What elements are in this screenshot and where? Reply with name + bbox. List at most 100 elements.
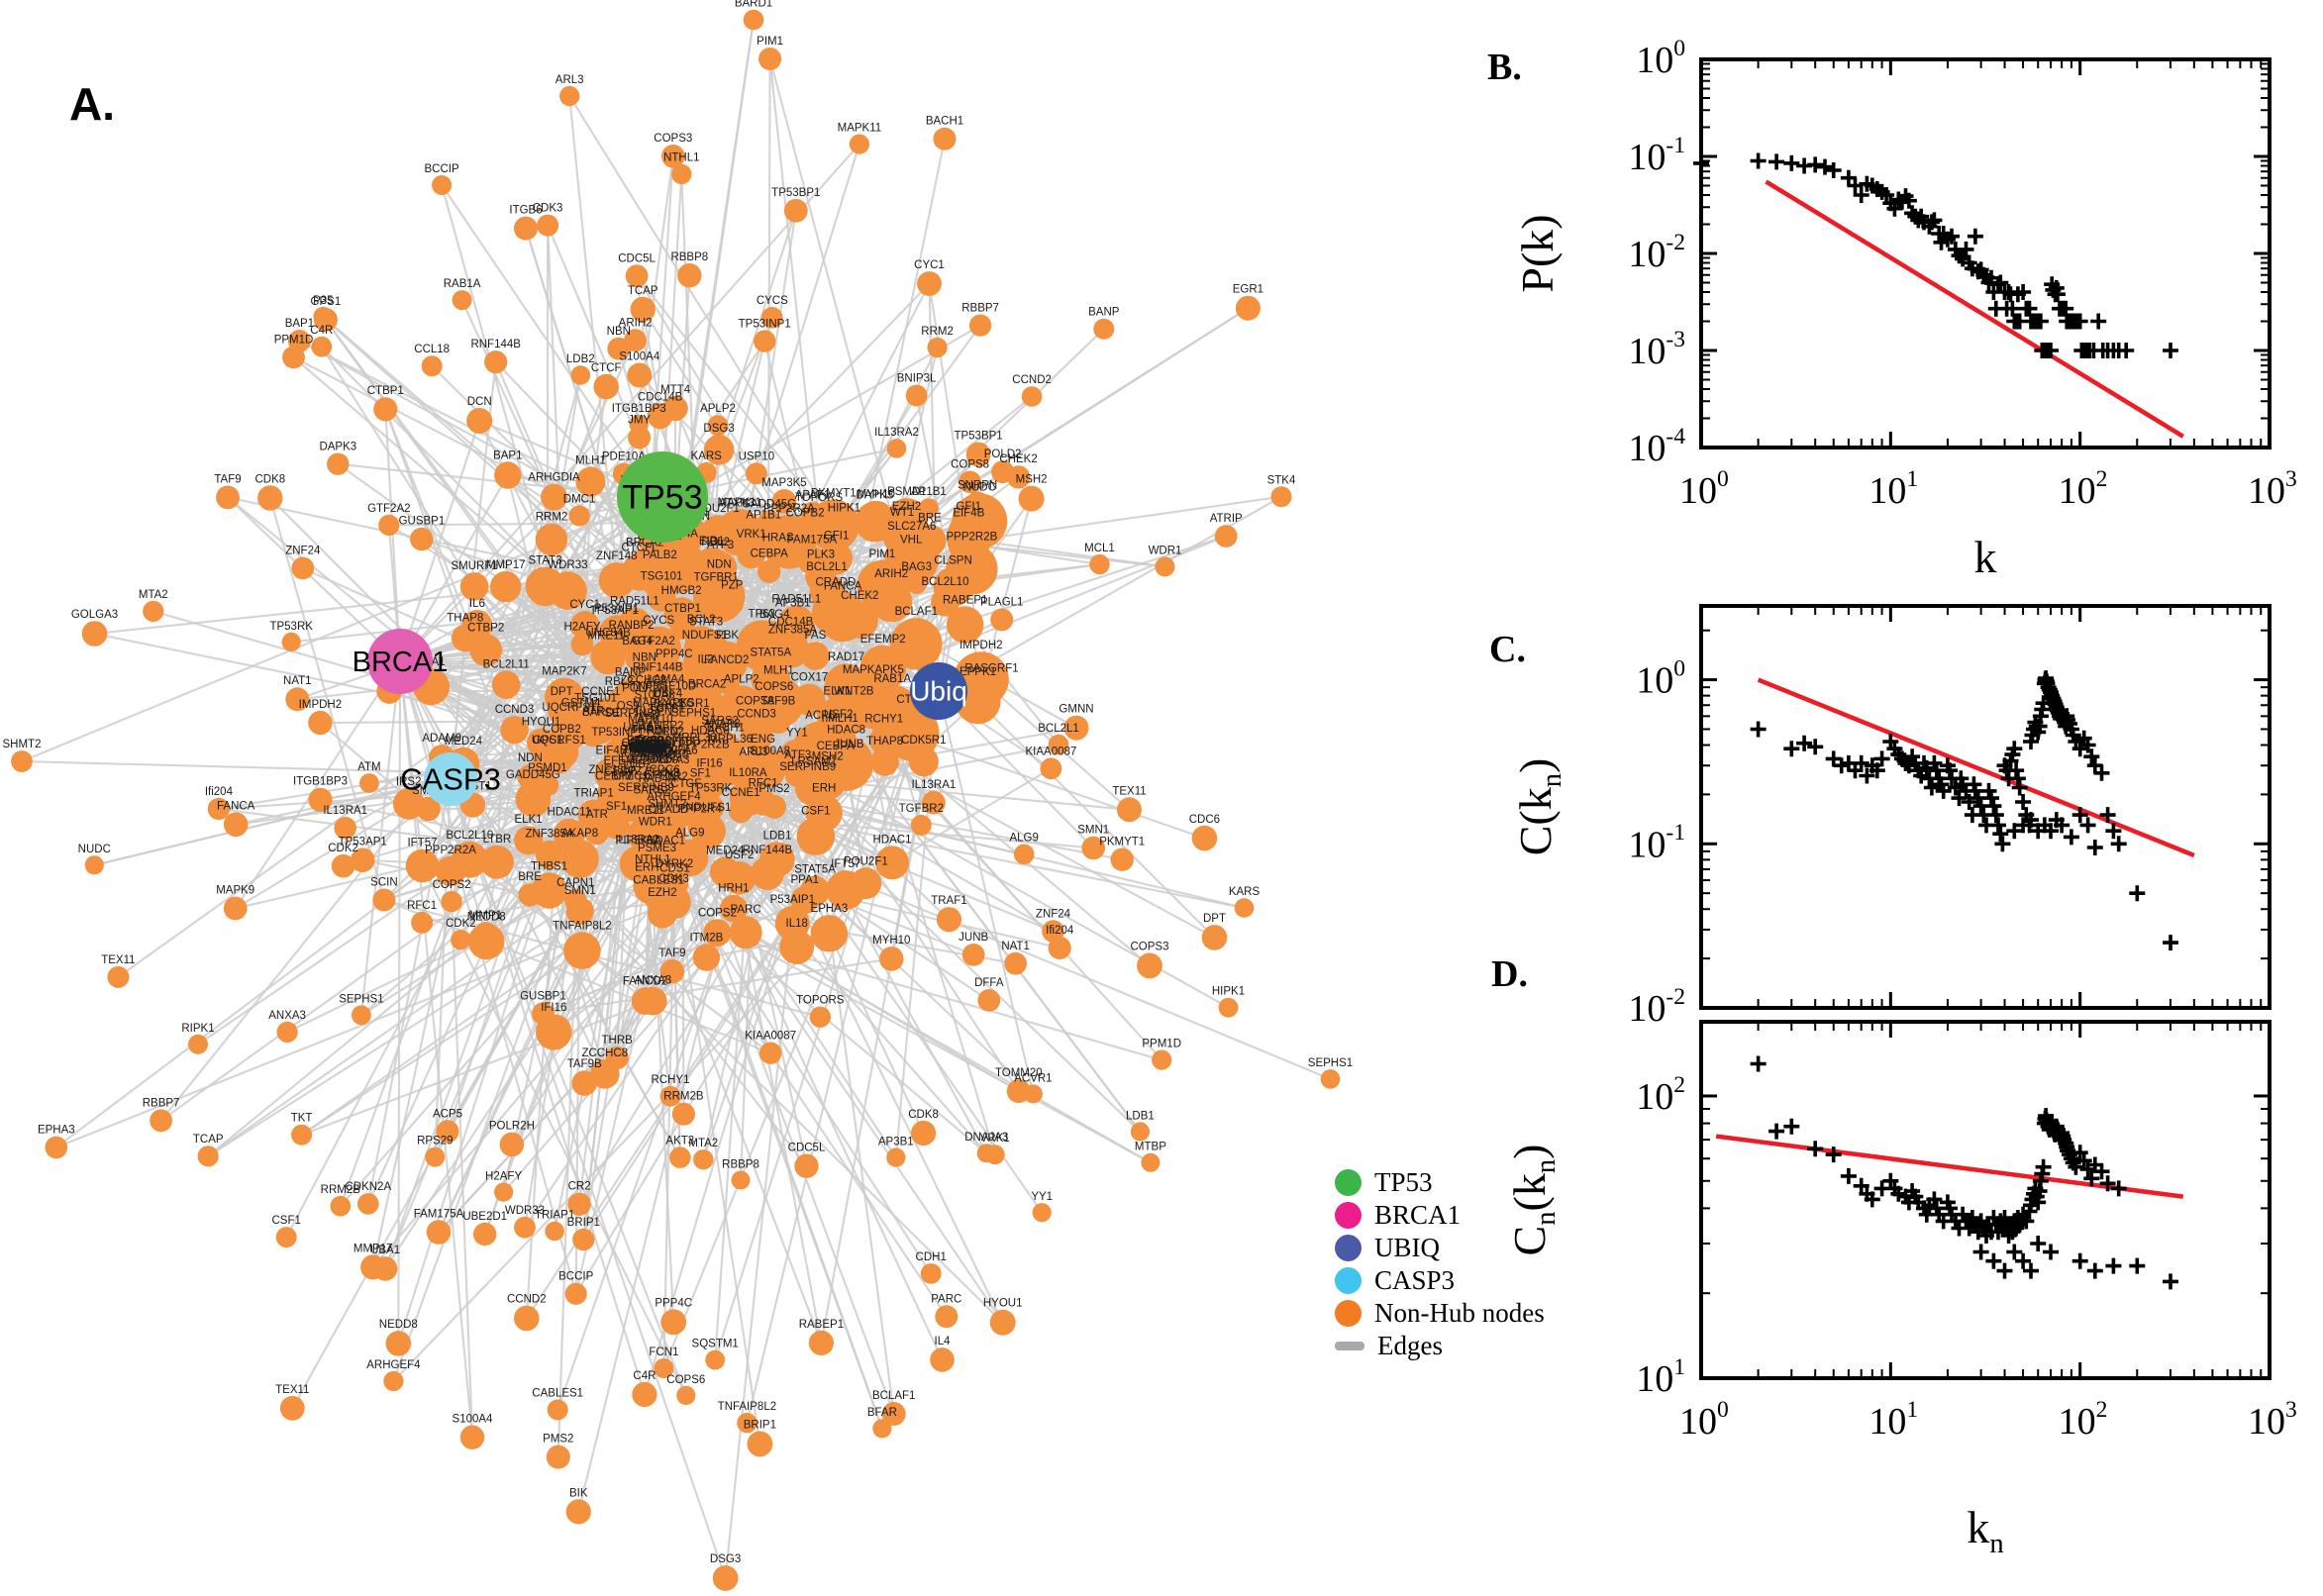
gene-label: MLH1	[575, 455, 606, 467]
non-hub-node	[896, 546, 927, 576]
non-hub-node	[758, 48, 782, 70]
gene-label: USF2	[824, 709, 853, 721]
non-hub-node	[352, 1005, 371, 1026]
axis-ticks	[1699, 1022, 2272, 1380]
gene-label: ACVR1	[1014, 1072, 1052, 1084]
non-hub-node	[383, 1370, 404, 1392]
gene-label: BCL2L10	[922, 576, 969, 588]
gene-label: TGFB2	[635, 736, 671, 748]
non-hub-node	[570, 611, 600, 641]
non-hub-node	[991, 460, 1015, 484]
non-hub-node	[807, 499, 859, 551]
non-hub-node	[638, 986, 667, 1016]
gene-label: ARHGEF4	[647, 791, 701, 803]
gene-label: CDC14B	[768, 617, 814, 629]
non-hub-node	[709, 856, 741, 887]
non-hub-node	[849, 134, 870, 154]
non-hub-node	[1004, 951, 1027, 975]
gene-label: CCND3	[737, 708, 776, 720]
gene-label: ARL3	[556, 74, 584, 86]
gene-label: ADAM9	[422, 733, 461, 745]
non-hub-node	[469, 634, 503, 667]
gene-label: POU2F1	[844, 855, 888, 867]
gene-label: COPS8	[951, 458, 989, 470]
non-hub-node	[291, 556, 315, 580]
gene-label: PPM1D	[274, 335, 314, 347]
gene-label: EGR1	[1233, 284, 1263, 296]
gene-label: GUSBP1	[520, 991, 566, 1003]
non-hub-node	[308, 787, 333, 812]
non-hub-node	[603, 739, 633, 767]
gene-label: COPS3	[654, 133, 692, 145]
gene-label: NEDD8	[379, 1319, 418, 1331]
gene-label: GSTM4	[561, 698, 601, 710]
non-hub-node	[693, 570, 746, 623]
network-nodes	[11, 9, 1341, 1591]
x-tick-label: 101	[1868, 1397, 1918, 1443]
non-hub-node	[761, 307, 783, 329]
gene-label: MRE11	[627, 805, 664, 817]
non-hub-node	[564, 888, 587, 912]
non-hub-node	[479, 845, 514, 879]
non-hub-node	[961, 944, 985, 966]
gene-label: PARC	[931, 1293, 961, 1305]
non-hub-node	[1023, 1084, 1043, 1104]
non-hub-node	[207, 797, 230, 821]
y-tick-label: 100	[1636, 36, 1685, 81]
x-axis-title: kn	[1967, 1502, 2003, 1559]
gene-label: MED24	[706, 845, 745, 856]
non-hub-node	[800, 875, 831, 906]
gene-label: CDK2	[446, 918, 476, 930]
gene-label: APLP2	[724, 673, 759, 685]
non-hub-node	[426, 1220, 452, 1245]
non-hub-node	[794, 1153, 819, 1178]
gene-label: COPS2	[698, 907, 737, 919]
gene-label: BCCIP	[558, 1271, 593, 1283]
gene-label: PLAGL1	[631, 747, 673, 758]
y-tick-label: 10-2	[1628, 984, 1685, 1030]
non-hub-node	[654, 1358, 674, 1378]
gene-label: SMN1	[564, 885, 596, 897]
gene-label: PPP2R2B	[947, 532, 998, 544]
gene-label: RBL2	[605, 676, 634, 688]
gene-label: GUSBP1	[399, 516, 446, 528]
non-hub-node	[473, 1222, 497, 1247]
edge-swatch-icon	[1335, 1341, 1364, 1350]
gene-label: SCAMP1	[629, 744, 675, 755]
gene-label: NBN	[633, 651, 656, 663]
non-hub-node	[629, 414, 649, 435]
gene-label: MRE11	[588, 630, 626, 642]
non-hub-node	[568, 505, 590, 527]
non-hub-node	[572, 1228, 595, 1251]
gene-label: THAP8	[447, 613, 483, 625]
gene-label: TKT	[291, 1113, 313, 1125]
gene-label: MMP17	[354, 1243, 393, 1254]
gene-label: AKAP8	[704, 718, 741, 730]
gene-label: PPM1D	[1142, 1039, 1181, 1050]
gene-label: POLR2H	[622, 683, 667, 695]
gene-label: CDK2	[328, 843, 358, 854]
gene-label: CR2	[665, 771, 688, 783]
panel-c-label: C.	[1489, 629, 1526, 670]
gene-label: ITGB1BP3	[612, 403, 666, 415]
non-hub-node	[223, 896, 248, 921]
gene-label: MAPK9	[216, 885, 254, 897]
non-hub-node	[947, 606, 984, 644]
gene-label: RAD51L1	[771, 593, 821, 605]
gene-label: COPS6	[666, 1374, 705, 1386]
legend-item: TP53	[1335, 1167, 1545, 1197]
gene-label: CEBPZ	[604, 766, 642, 778]
gene-label: CDC6	[1189, 814, 1220, 826]
non-hub-node	[571, 1070, 597, 1096]
legend-item: UBIQ	[1335, 1233, 1545, 1262]
gene-label: IL13RA2	[874, 427, 919, 439]
gene-label: DMC1	[563, 493, 596, 505]
gene-label: CDK8	[254, 473, 285, 485]
x-tick-label: 103	[2248, 466, 2297, 512]
gene-label: SLC27A6	[649, 745, 697, 756]
gene-label: CSF1	[271, 1215, 300, 1227]
non-hub-node	[564, 1282, 587, 1305]
gene-label: RPS29	[417, 1136, 453, 1147]
non-hub-node	[723, 509, 751, 536]
non-hub-node	[1081, 836, 1105, 860]
